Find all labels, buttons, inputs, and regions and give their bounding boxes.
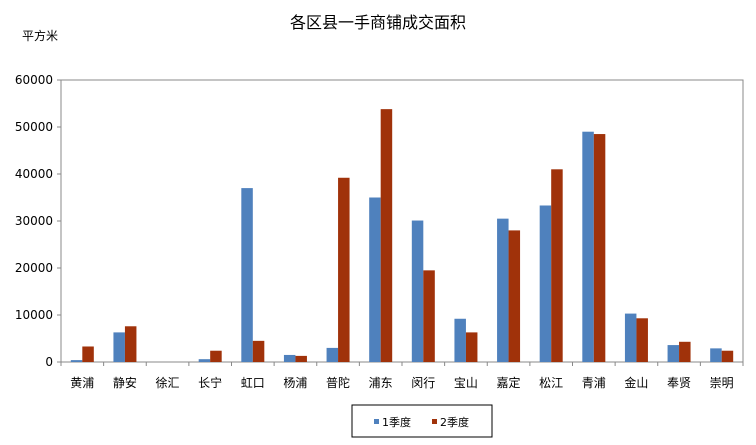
bar-普陀-series-2 xyxy=(338,177,350,362)
x-tick-label: 松江 xyxy=(539,376,563,390)
x-tick-label: 崇明 xyxy=(710,376,734,390)
x-tick-label: 虹口 xyxy=(241,376,265,390)
legend-label-series-1: 1季度 xyxy=(382,415,411,429)
bar-长宁-series-1 xyxy=(198,359,211,362)
bar-长宁-series-2 xyxy=(210,350,222,362)
legend-swatch-series-2 xyxy=(432,419,437,424)
legend-swatch-series-1 xyxy=(374,419,379,424)
bar-宝山-series-1 xyxy=(454,318,466,362)
bar-宝山-series-2 xyxy=(465,332,478,362)
legend: 1季度 2季度 xyxy=(351,404,493,438)
x-tick-label: 闵行 xyxy=(411,375,435,390)
x-tick-label: 浦东 xyxy=(369,376,393,390)
x-tick-label: 徐汇 xyxy=(156,375,180,390)
y-axis-unit-label: 平方米 xyxy=(22,28,58,43)
legend-box xyxy=(351,404,493,438)
bar-静安-series-2 xyxy=(124,326,137,362)
bar-崇明-series-1 xyxy=(710,348,722,362)
x-tick-label: 宝山 xyxy=(454,376,478,390)
bar-青浦-series-2 xyxy=(593,134,606,362)
bar-金山-series-1 xyxy=(624,313,637,362)
bar-黄浦-series-1 xyxy=(70,360,83,362)
bars-group xyxy=(70,109,734,362)
y-axis: 0 10000 20000 30000 40000 50000 60000 xyxy=(15,73,61,369)
y-tick-label: 40000 xyxy=(15,167,53,181)
bar-金山-series-2 xyxy=(636,318,648,362)
x-tick-label: 奉贤 xyxy=(667,376,691,390)
x-tick-label: 普陀 xyxy=(326,375,350,390)
x-tick-label: 嘉定 xyxy=(497,375,521,390)
x-tick-label: 黄浦 xyxy=(70,376,94,390)
chart-title: 各区县一手商铺成交面积 xyxy=(290,13,466,32)
x-tick-label: 杨浦 xyxy=(283,375,307,390)
bar-嘉定-series-1 xyxy=(497,218,509,362)
bar-浦东-series-1 xyxy=(369,197,381,362)
bar-奉贤-series-2 xyxy=(679,341,691,362)
bar-松江-series-1 xyxy=(539,205,552,362)
bar-虹口-series-1 xyxy=(241,188,253,362)
bar-青浦-series-1 xyxy=(582,131,594,362)
y-tick-label: 50000 xyxy=(15,120,53,134)
x-tick-label: 金山 xyxy=(624,375,648,390)
y-tick-label: 20000 xyxy=(15,261,53,275)
bar-普陀-series-1 xyxy=(326,347,339,362)
bar-虹口-series-2 xyxy=(252,340,265,362)
y-tick-label: 0 xyxy=(45,355,53,369)
x-axis: 黄浦 静安 徐汇 长宁 虹口 杨浦 普陀 浦东 闵行 宝山 嘉定 松江 青浦 金山 奉贤 崇明 xyxy=(60,362,744,390)
bar-黄浦-series-2 xyxy=(82,346,94,362)
y-tick-label: 30000 xyxy=(15,214,53,228)
y-tick-label: 60000 xyxy=(15,73,53,87)
x-tick-label: 青浦 xyxy=(582,376,606,390)
bar-静安-series-1 xyxy=(113,332,125,362)
x-tick-label: 静安 xyxy=(113,375,137,390)
bar-松江-series-2 xyxy=(551,169,563,362)
bar-崇明-series-2 xyxy=(721,350,734,362)
legend-label-series-2: 2季度 xyxy=(440,415,469,429)
x-tick-label: 长宁 xyxy=(198,375,222,390)
bar-杨浦-series-2 xyxy=(295,355,307,362)
y-tick-label: 10000 xyxy=(15,308,53,322)
bar-浦东-series-2 xyxy=(380,109,393,362)
bar-闵行-series-2 xyxy=(423,270,435,362)
bar-杨浦-series-1 xyxy=(283,354,296,362)
bar-嘉定-series-2 xyxy=(508,230,521,362)
bar-奉贤-series-1 xyxy=(667,345,680,362)
bar-闵行-series-1 xyxy=(411,220,424,362)
